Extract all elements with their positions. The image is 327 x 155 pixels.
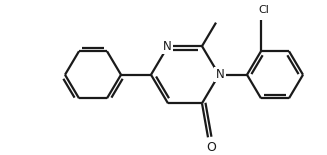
Text: N: N [215,68,224,81]
Text: Cl: Cl [259,5,269,16]
Text: N: N [163,40,171,53]
Text: O: O [206,142,216,155]
